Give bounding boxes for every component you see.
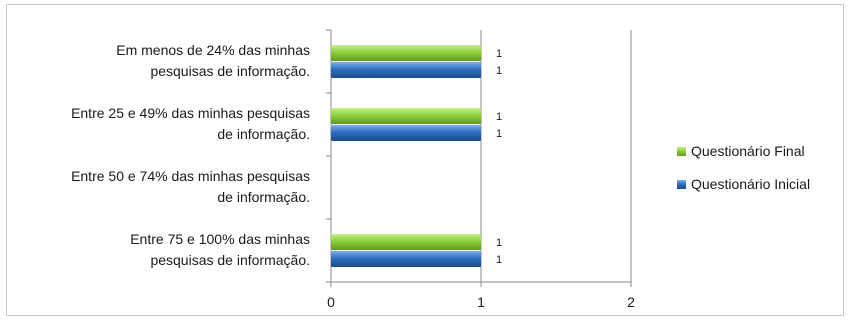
legend-swatch-initial (677, 179, 686, 189)
bar-initial (331, 125, 481, 141)
bar-initial (331, 62, 481, 78)
x-tick-label: 2 (627, 294, 635, 310)
x-tick-label: 1 (477, 294, 485, 310)
data-label: 1 (496, 111, 502, 123)
legend-label-final: Questionário Final (691, 143, 805, 159)
legend-entry-initial: Questionário Inicial (677, 176, 810, 192)
category-label-line: pesquisas de informação. (150, 251, 310, 268)
category-label-line: Entre 75 e 100% das minhas (130, 230, 310, 247)
legend-entry-final: Questionário Final (677, 143, 805, 159)
bar-final (331, 108, 481, 124)
category-label: Entre 50 e 74% das minhas pesquisas de in… (10, 166, 310, 208)
data-label: 1 (496, 254, 502, 266)
bar-final (331, 234, 481, 250)
category-label-line: Entre 25 e 49% das minhas pesquisas (71, 104, 310, 121)
bar-final (331, 45, 481, 61)
category-label: Entre 25 e 49% das minhas pesquisas de in… (10, 103, 310, 145)
category-label-line: de informação. (217, 188, 310, 205)
category-label-line: de informação. (217, 125, 310, 142)
data-label: 1 (496, 237, 502, 249)
data-label: 1 (496, 48, 502, 60)
x-tick-label: 0 (327, 294, 335, 310)
category-label: Entre 75 e 100% das minhas pesquisas de i… (10, 229, 310, 271)
category-label-line: Em menos de 24% das minhas (116, 41, 310, 58)
category-label: Em menos de 24% das minhas pesquisas de i… (10, 40, 310, 82)
category-label-line: pesquisas de informação. (150, 62, 310, 79)
category-label-line: Entre 50 e 74% das minhas pesquisas (71, 167, 310, 184)
bar-initial (331, 251, 481, 267)
data-label: 1 (496, 65, 502, 77)
data-label: 1 (496, 128, 502, 140)
legend-swatch-final (677, 146, 686, 156)
legend-label-initial: Questionário Inicial (691, 176, 811, 192)
